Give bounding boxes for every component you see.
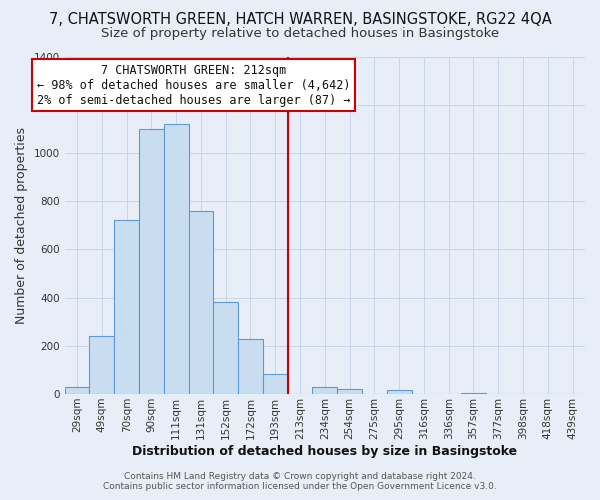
Bar — [337, 389, 362, 394]
Bar — [387, 390, 412, 394]
Bar — [164, 124, 188, 394]
Bar — [263, 374, 287, 394]
Text: 7, CHATSWORTH GREEN, HATCH WARREN, BASINGSTOKE, RG22 4QA: 7, CHATSWORTH GREEN, HATCH WARREN, BASIN… — [49, 12, 551, 28]
Bar — [89, 336, 114, 394]
Y-axis label: Number of detached properties: Number of detached properties — [15, 127, 28, 324]
Bar — [65, 387, 89, 394]
Text: Contains HM Land Registry data © Crown copyright and database right 2024.
Contai: Contains HM Land Registry data © Crown c… — [103, 472, 497, 491]
Bar — [214, 302, 238, 394]
Text: 7 CHATSWORTH GREEN: 212sqm
← 98% of detached houses are smaller (4,642)
2% of se: 7 CHATSWORTH GREEN: 212sqm ← 98% of deta… — [37, 64, 350, 106]
Bar — [313, 387, 337, 394]
Bar — [114, 220, 139, 394]
Text: Size of property relative to detached houses in Basingstoke: Size of property relative to detached ho… — [101, 28, 499, 40]
Bar — [461, 393, 486, 394]
X-axis label: Distribution of detached houses by size in Basingstoke: Distribution of detached houses by size … — [132, 444, 517, 458]
Bar — [139, 129, 164, 394]
Bar — [238, 338, 263, 394]
Bar — [188, 211, 214, 394]
